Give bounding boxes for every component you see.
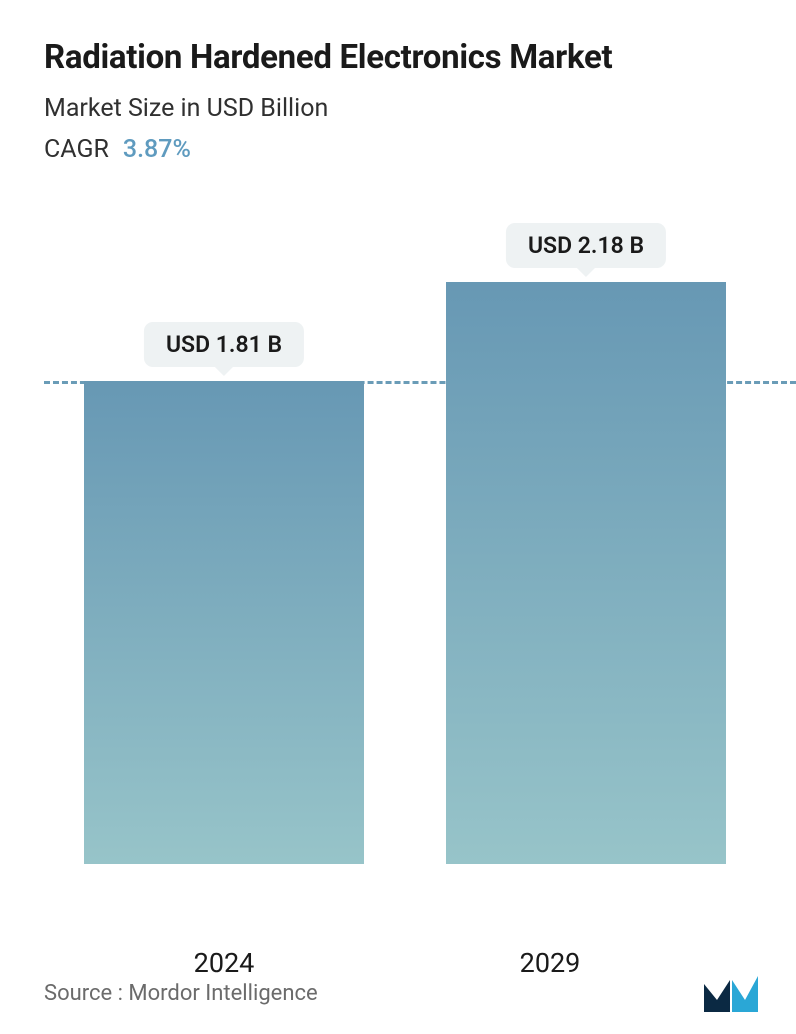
value-badge: USD 2.18 B bbox=[506, 223, 666, 268]
cagr-label: CAGR bbox=[44, 135, 109, 164]
bar bbox=[446, 282, 726, 863]
bar-group: USD 1.81 B bbox=[84, 224, 364, 864]
cagr-value: 3.87% bbox=[123, 135, 191, 164]
bar-group: USD 2.18 B bbox=[446, 224, 726, 864]
bars-container: USD 1.81 B USD 2.18 B bbox=[84, 224, 726, 864]
source-text: Source : Mordor Intelligence bbox=[44, 981, 318, 1006]
chart-card: Radiation Hardened Electronics Market Ma… bbox=[0, 0, 796, 1034]
plot: USD 1.81 B USD 2.18 B bbox=[44, 224, 796, 864]
page-title: Radiation Hardened Electronics Market bbox=[44, 38, 760, 78]
value-badge: USD 1.81 B bbox=[144, 322, 304, 367]
cagr-row: CAGR 3.87% bbox=[44, 135, 760, 164]
chart-area: USD 1.81 B USD 2.18 B 2024 2029 bbox=[44, 224, 760, 1034]
footer: Source : Mordor Intelligence bbox=[44, 972, 760, 1014]
bar bbox=[84, 381, 364, 864]
subtitle: Market Size in USD Billion bbox=[44, 94, 760, 123]
brand-logo-icon bbox=[702, 972, 760, 1014]
